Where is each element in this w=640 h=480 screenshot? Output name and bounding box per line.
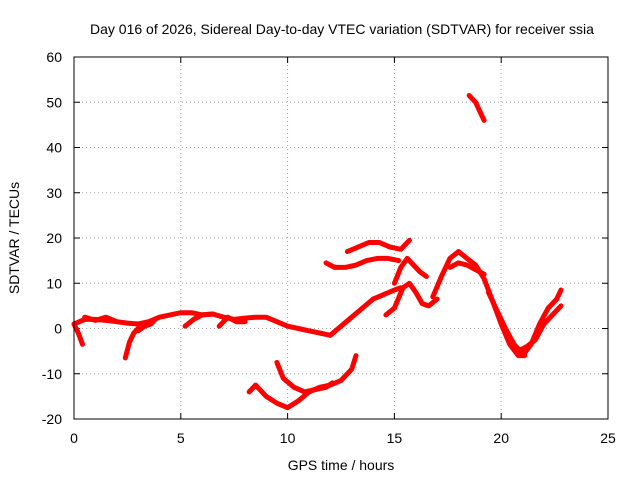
plot-frame — [73, 56, 609, 420]
x-tick-label: 10 — [280, 430, 296, 446]
series-track-d — [135, 316, 158, 334]
series-track-f — [216, 314, 248, 329]
y-tick-label: 10 — [46, 275, 62, 291]
y-tick-label: 40 — [46, 140, 62, 156]
series-track-l — [383, 280, 440, 318]
series-track-o — [466, 93, 487, 123]
grid — [74, 57, 608, 419]
x-tick-label: 15 — [387, 430, 403, 446]
series-track-a — [71, 285, 404, 338]
series-track-k — [391, 255, 429, 286]
series-track-n — [447, 260, 487, 277]
y-tick-label: -20 — [42, 411, 62, 427]
x-tick-label: 5 — [177, 430, 185, 446]
series — [71, 93, 564, 411]
y-axis-label: SDTVAR / TECUs — [6, 182, 22, 294]
series-track-j — [344, 237, 412, 255]
series-track-g — [246, 353, 359, 411]
y-tick-label: 50 — [46, 94, 62, 110]
series-track-b — [71, 321, 85, 347]
series-track-q — [515, 303, 564, 354]
y-tick-label: 20 — [46, 230, 62, 246]
series-track-s — [82, 314, 120, 325]
series-track-p — [485, 289, 523, 354]
y-tick-label: -10 — [42, 366, 62, 382]
chart-title: Day 016 of 2026, Sidereal Day-to-day VTE… — [90, 21, 594, 37]
y-tick-label: 60 — [46, 49, 62, 65]
series-track-i — [323, 255, 402, 270]
series-track-c — [122, 326, 141, 361]
tick-labels: 0 5 10 15 20 25 -20 -10 0 10 20 30 40 50 60 — [42, 49, 616, 446]
x-tick-label: 20 — [493, 430, 509, 446]
series-track-r — [520, 287, 564, 359]
x-axis-label: GPS time / hours — [288, 457, 395, 473]
x-tick-label: 0 — [70, 430, 78, 446]
y-tick-label: 0 — [54, 321, 62, 337]
series-track-h — [274, 359, 335, 395]
y-tick-label: 30 — [46, 185, 62, 201]
x-tick-label: 25 — [600, 430, 616, 446]
series-track-e — [182, 311, 216, 329]
